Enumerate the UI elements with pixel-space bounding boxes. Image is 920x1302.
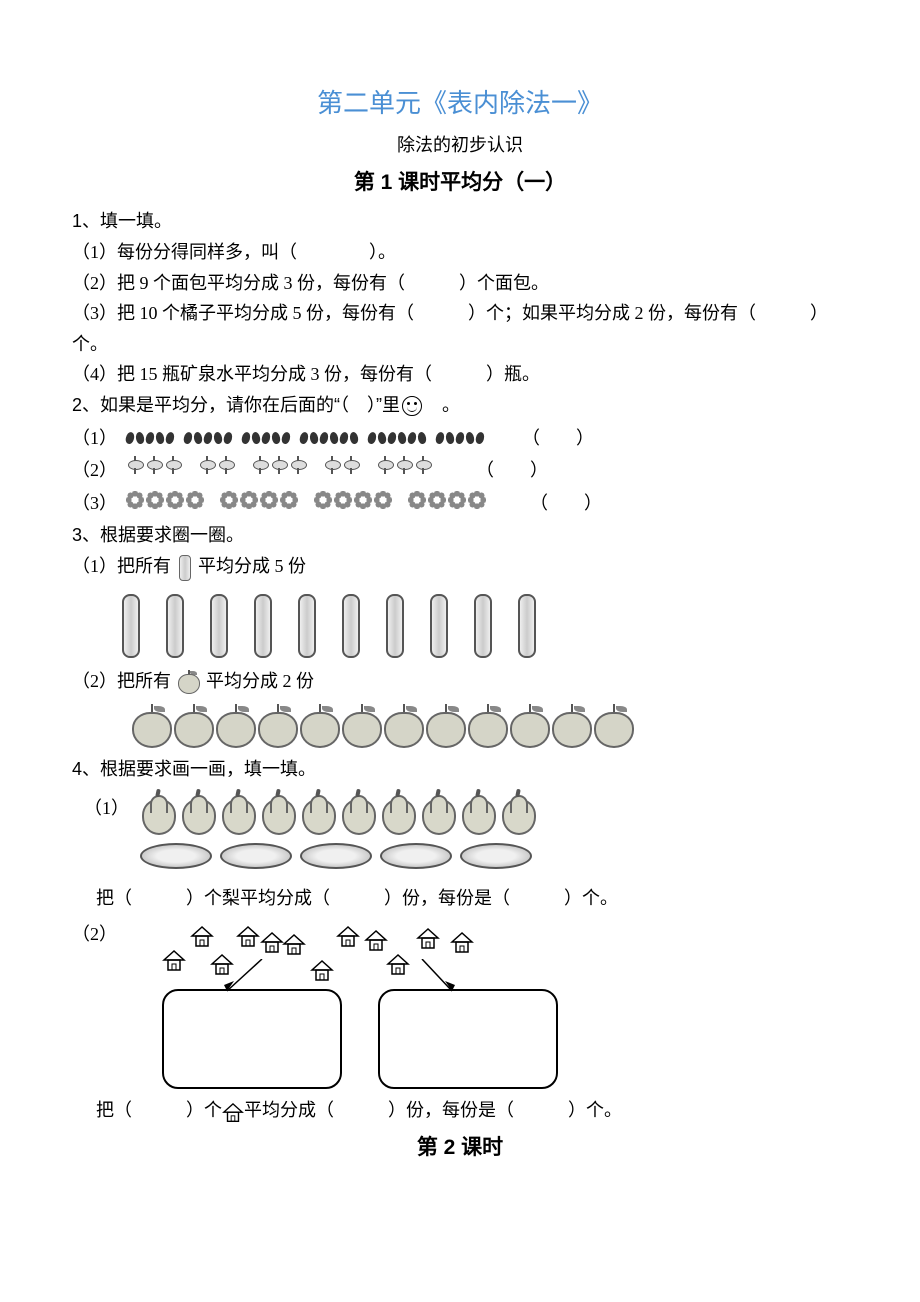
q4-sent2b: 平均分成（ ）份，每份是（ ）个。: [244, 1100, 622, 1120]
box-left: [162, 989, 342, 1089]
q4-sent1: 把（ ）个梨平均分成（ ）份，每份是（ ）个。: [96, 883, 848, 914]
plates-row: [72, 839, 848, 877]
box-right: [378, 989, 558, 1089]
q3-2a: （2）把所有: [72, 671, 171, 691]
q2-head: 2、如果是平均分，请你在后面的“（ ）”里 。: [72, 390, 848, 421]
flowers-groups: [126, 488, 502, 519]
q2-label-1: （1）: [72, 423, 118, 454]
q4-sent2: 把（ ）个 平均分成（ ）份，每份是（ ）个。: [96, 1095, 848, 1126]
arrow-right-icon: [412, 959, 472, 999]
apples-row: [72, 696, 848, 754]
q1-4: （4）把 15 瓶矿泉水平均分成 3 份，每份有（ ）瓶。: [72, 359, 848, 390]
q2-row-3: （3） （ ）: [72, 488, 848, 519]
q1-3: （3）把 10 个橘子平均分成 5 份，每份有（ ）个；如果平均分成 2 份，每…: [72, 298, 848, 359]
pears-row: [72, 785, 848, 839]
q3-head: 3、根据要求圈一圈。: [72, 520, 848, 551]
q2-paren-1: （ ）: [522, 423, 594, 454]
q3-2: （2）把所有 平均分成 2 份: [72, 666, 848, 697]
tubes-row: [72, 582, 848, 666]
tube-icon: [179, 555, 191, 581]
arrow-box-row: [162, 989, 848, 1089]
q2-head-b: 。: [424, 395, 460, 415]
q1-head: 1、填一填。: [72, 206, 848, 237]
q4-part2: （2） 把（ ）个 平均分成（ ）份，每份是（ ）个。: [72, 919, 848, 1126]
q4-head: 4、根据要求画一画，填一填。: [72, 754, 848, 785]
q4-n1: （1）: [84, 793, 129, 824]
q3-1a: （1）把所有: [72, 556, 171, 576]
q3-1b: 平均分成 5 份: [198, 556, 306, 576]
apple-icon: [178, 670, 200, 694]
houses-area: [132, 919, 632, 989]
unit-title: 第二单元《表内除法一》: [72, 82, 848, 126]
beans-groups: [126, 423, 494, 454]
q4-n2: （2）: [72, 919, 117, 950]
q3-1: （1）把所有 平均分成 5 份: [72, 551, 848, 582]
q4-part1: （1） 把（ ）个梨平均分成（ ）份，每份是（ ）个。: [72, 785, 848, 914]
q3-2b: 平均分成 2 份: [206, 671, 314, 691]
q1-1: （1）每份分得同样多，叫（ ）。: [72, 237, 848, 268]
subtitle: 除法的初步认识: [72, 130, 848, 161]
q2-label-3: （3）: [72, 488, 118, 519]
tops-groups: [126, 455, 448, 486]
lesson1-title: 第 1 课时平均分（一）: [72, 165, 848, 201]
smiley-icon: [402, 396, 422, 416]
house-icon: [222, 1102, 244, 1122]
q4-sent2a: 把（ ）个: [96, 1100, 222, 1120]
q1-2: （2）把 9 个面包平均分成 3 份，每份有（ ）个面包。: [72, 268, 848, 299]
q2-row-2: （2） （ ）: [72, 455, 848, 486]
q2-paren-2: （ ）: [476, 455, 548, 486]
q2-row-1: （1） （ ）: [72, 423, 848, 454]
q2-head-a: 2、如果是平均分，请你在后面的“（ ）”里: [72, 395, 400, 415]
lesson2-title: 第 2 课时: [72, 1130, 848, 1166]
arrow-left-icon: [212, 959, 272, 999]
q2-label-2: （2）: [72, 455, 118, 486]
q2-paren-3: （ ）: [530, 488, 602, 519]
